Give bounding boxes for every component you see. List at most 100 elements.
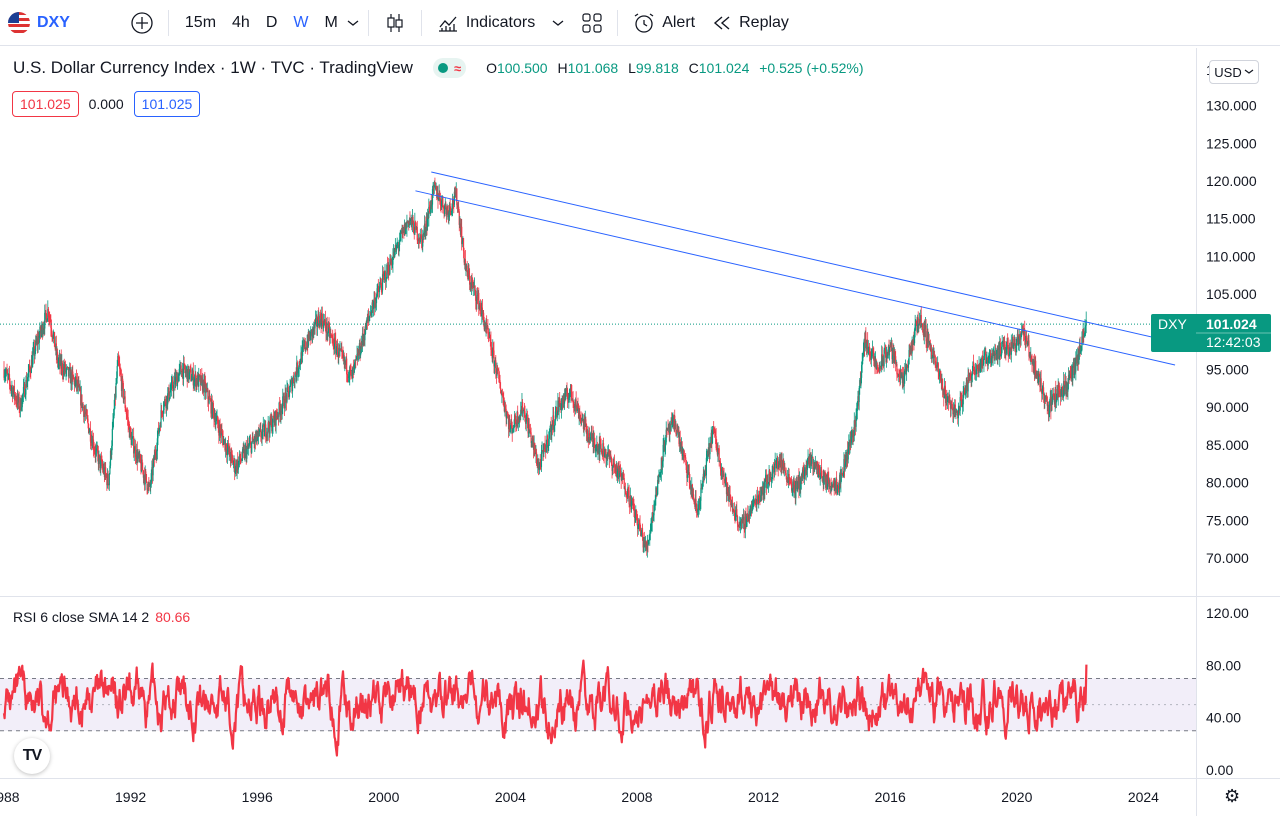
price-tick-label: 95.000	[1206, 362, 1249, 378]
candle-body	[635, 509, 637, 517]
candle-body	[465, 265, 468, 270]
candle-body	[490, 338, 492, 350]
candle-body	[721, 467, 723, 471]
candle-body	[134, 445, 136, 452]
candle-body	[174, 377, 176, 385]
candle-body	[941, 378, 944, 390]
candle-body	[158, 428, 160, 434]
trendlines[interactable]	[415, 171, 1176, 366]
candle-body	[241, 448, 244, 459]
interval-w[interactable]: W	[293, 13, 309, 31]
candle-body	[974, 370, 977, 374]
candle-body	[324, 319, 326, 329]
interval-4h[interactable]: 4h	[232, 13, 250, 31]
candle-body	[101, 459, 103, 467]
chevron-down-icon[interactable]	[346, 18, 360, 28]
candle-body	[713, 428, 715, 430]
candle-body	[509, 420, 511, 430]
candle-body	[213, 417, 216, 420]
candle-body	[997, 347, 1000, 350]
chart-type-button[interactable]	[375, 0, 415, 45]
candle-body	[968, 376, 970, 378]
price-tag-symbol: DXY	[1158, 316, 1187, 332]
candle-body	[682, 451, 684, 455]
candle-body	[1072, 362, 1075, 365]
candle-body	[70, 372, 73, 385]
candle-body	[993, 351, 995, 356]
candle-body	[478, 292, 480, 310]
candle-body	[14, 395, 17, 401]
chevron-down-icon[interactable]	[551, 18, 565, 28]
currency-label: USD	[1214, 64, 1242, 80]
time-tick-label: 1988	[0, 789, 20, 805]
candle-body	[903, 376, 905, 387]
candle-body	[189, 369, 191, 371]
candle-body	[433, 186, 435, 188]
candle-body	[764, 481, 766, 493]
candle-body	[486, 322, 488, 329]
candles-icon	[387, 13, 403, 32]
candle-body	[44, 312, 46, 329]
interval-m[interactable]: M	[324, 13, 338, 31]
candle-body	[195, 373, 197, 387]
candle-body	[205, 388, 207, 394]
status-pill[interactable]: ≈	[432, 58, 467, 78]
tradingview-logo[interactable]: TV	[14, 738, 50, 774]
interval-d[interactable]: D	[265, 13, 278, 31]
candle-body	[727, 492, 729, 496]
candle-body	[480, 310, 482, 317]
candle-body	[75, 376, 78, 386]
candle-body	[17, 395, 19, 403]
candle-body	[364, 333, 366, 341]
candle-body	[212, 403, 214, 417]
candle-body	[462, 238, 465, 252]
candle-body	[262, 424, 264, 426]
time-tick-label: 2016	[875, 789, 906, 805]
layouts-button[interactable]	[573, 0, 611, 45]
candle-body	[197, 374, 199, 387]
candle-body	[474, 285, 476, 291]
candle-body	[102, 466, 104, 469]
interval-15m[interactable]: 15m	[184, 13, 217, 31]
buy-price-box[interactable]: 101.025	[133, 91, 201, 117]
candle-body	[688, 472, 690, 475]
add-symbol-icon	[131, 11, 153, 34]
candle-body	[1041, 389, 1043, 394]
candle-body	[63, 366, 65, 375]
candle-body	[1049, 400, 1051, 413]
candle-body	[1054, 389, 1056, 405]
candle-body	[708, 443, 710, 456]
candle-body	[996, 353, 998, 355]
candle-body	[471, 281, 473, 283]
candle-body	[1057, 386, 1059, 398]
candle-body	[979, 363, 981, 370]
replay-button[interactable]: Replay	[703, 0, 797, 45]
candle-body	[67, 367, 70, 377]
candle-body	[209, 399, 211, 401]
candle-body	[417, 240, 419, 242]
candle-body	[740, 520, 742, 522]
price-chart[interactable]: 130.000125.000120.000115.000110.000105.0…	[0, 46, 1280, 816]
alert-button[interactable]: Alert	[624, 0, 703, 45]
candle-body	[247, 444, 249, 448]
candle-body	[400, 231, 403, 234]
indicators-button[interactable]: Indicators	[428, 0, 573, 45]
compare-button[interactable]	[122, 0, 162, 45]
time-tick-label: 1992	[115, 789, 146, 805]
candle-body	[533, 442, 535, 450]
candle-body	[801, 469, 804, 478]
candle-body	[1049, 397, 1051, 401]
candle-body	[733, 510, 735, 514]
candle-body	[778, 462, 781, 466]
candle-body	[275, 411, 277, 426]
gear-icon[interactable]: ⚙	[1224, 786, 1241, 806]
currency-select[interactable]: USD	[1209, 60, 1259, 84]
candle-body	[845, 452, 847, 464]
candle-body	[392, 256, 394, 265]
symbol-search[interactable]: DXY	[0, 0, 78, 45]
us-flag-icon	[8, 11, 30, 34]
sell-price-box[interactable]: 101.025	[12, 91, 79, 117]
change-value: +0.525 (+0.52%)	[759, 60, 864, 76]
candle-body	[613, 462, 615, 467]
candle-body	[270, 419, 272, 424]
